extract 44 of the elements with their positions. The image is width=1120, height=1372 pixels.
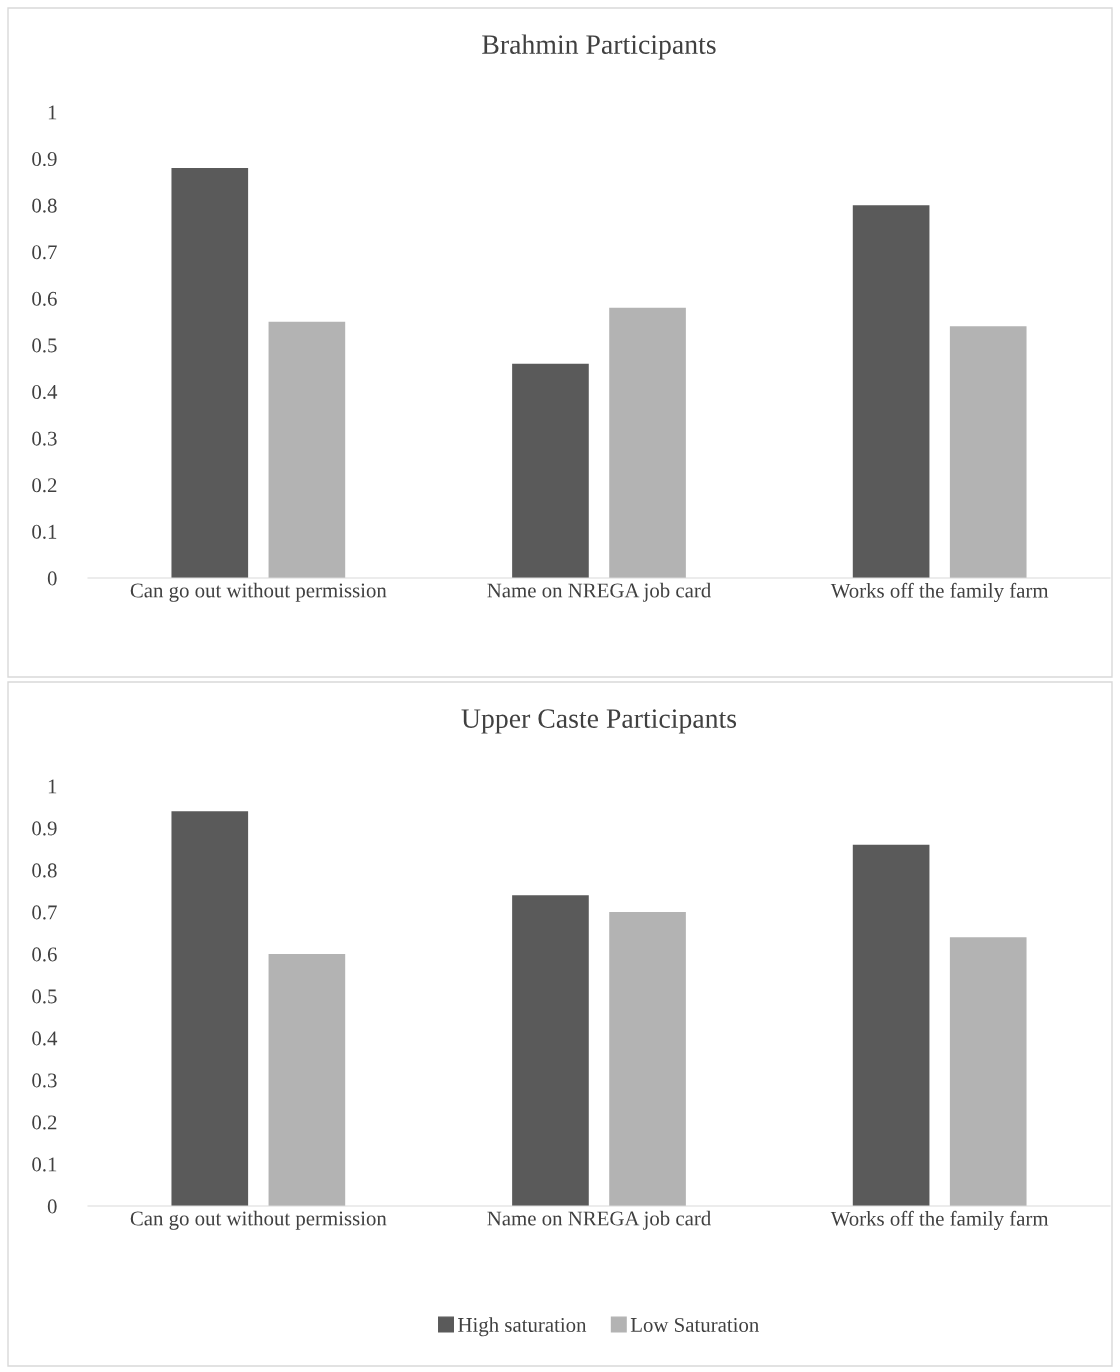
x-tick-label: Name on NREGA job card: [487, 582, 711, 602]
y-tick-label: 0.2: [32, 478, 57, 493]
y-tick-label: 0: [47, 1199, 57, 1214]
y-tick-label: 0.9: [32, 821, 57, 836]
bar: [852, 205, 930, 578]
y-tick-label: 0.5: [32, 338, 57, 353]
y-tick-label: 0.8: [32, 863, 57, 878]
x-tick-label: Works off the family farm: [830, 1210, 1049, 1231]
y-tick-label: 1: [48, 105, 57, 120]
y-tick-label: 0.5: [32, 989, 57, 1004]
y-tick-label: 0.7: [32, 905, 57, 920]
bar: [268, 954, 346, 1206]
legend-label: High saturation: [458, 1317, 587, 1337]
bar: [512, 895, 589, 1206]
chart-title: Upper Caste Participants: [461, 709, 737, 734]
x-tick-label: Works off the family farm: [830, 582, 1049, 603]
y-tick-label: 0.4: [32, 384, 58, 400]
bar: [171, 167, 249, 578]
bar: [852, 844, 930, 1206]
y-tick-label: 0.3: [32, 431, 57, 446]
bar: [268, 321, 346, 578]
y-tick-label: 0.2: [32, 1115, 57, 1130]
x-tick-label: Can go out without permission: [130, 1210, 387, 1230]
legend-label: Low Saturation: [630, 1317, 759, 1332]
chart-title: Brahmin Participants: [482, 34, 716, 60]
x-tick-label: Can go out without permission: [130, 582, 387, 602]
y-tick-label: 0.6: [32, 291, 57, 306]
bar: [609, 912, 686, 1206]
y-tick-label: 0.1: [32, 524, 57, 539]
y-tick-label: 0.9: [32, 151, 57, 167]
x-tick-label: Name on NREGA job card: [487, 1210, 711, 1230]
y-tick-label: 0.7: [32, 245, 57, 260]
y-tick-label: 0.4: [32, 1031, 58, 1046]
y-tick-label: 0.6: [32, 947, 57, 962]
y-tick-label: 0.8: [32, 198, 57, 213]
bar: [609, 307, 686, 578]
y-tick-label: 0: [47, 571, 57, 586]
bar: [949, 937, 1027, 1206]
bar: [949, 326, 1027, 578]
bar: [171, 811, 249, 1206]
bar: [512, 363, 589, 578]
y-tick-label: 1: [48, 779, 57, 794]
y-tick-label: 0.3: [32, 1073, 57, 1088]
y-tick-label: 0.1: [32, 1157, 57, 1172]
